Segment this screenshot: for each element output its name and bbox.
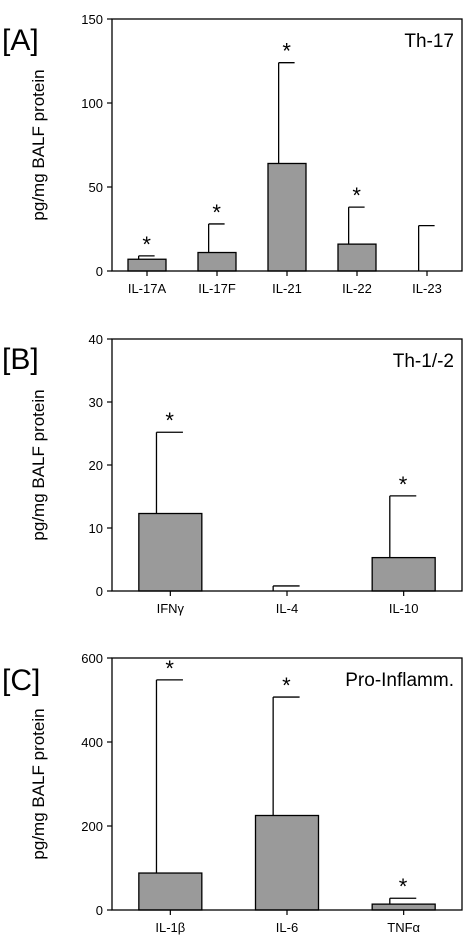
bar-IL-10	[371, 556, 436, 592]
y-tick-label-600: 600	[81, 651, 103, 666]
significance-star-IL-1β: *	[165, 656, 174, 681]
y-tick-label-20: 20	[89, 458, 103, 473]
x-tick-label-IL-17A: IL-17A	[128, 281, 167, 296]
y-tick-label-10: 10	[89, 521, 103, 536]
y-axis-label: pg/mg BALF protein	[29, 708, 48, 859]
bar-IL-1β	[138, 872, 203, 911]
significance-star-IL-21: *	[282, 39, 291, 64]
panel-label: [A]	[2, 24, 39, 57]
significance-star-IL-17A: *	[142, 232, 151, 257]
x-tick-label-IL-22: IL-22	[342, 281, 372, 296]
y-axis-label: pg/mg BALF protein	[29, 69, 48, 220]
chart-panel-1: [A] pg/mg BALF protein * IL-17A * IL-17F * IL-2…	[2, 12, 463, 296]
plot-frame	[111, 18, 463, 272]
x-tick-label-IFNγ: IFNγ	[157, 601, 185, 616]
significance-star-IL-6: *	[282, 673, 291, 698]
plot-frame	[111, 657, 463, 911]
y-tick-label-150: 150	[81, 12, 103, 27]
significance-star-IFNγ: *	[165, 408, 174, 433]
panel-label: [B]	[2, 343, 39, 376]
chart-panel-2: [B] pg/mg BALF protein * IFNγ IL-4 * IL-10 0 10 2…	[2, 332, 463, 616]
chart-title: Pro-Inflamm.	[345, 670, 454, 691]
chart-title: Th-1/-2	[393, 351, 454, 372]
y-axis-label: pg/mg BALF protein	[29, 389, 48, 540]
plot-frame	[111, 338, 463, 592]
x-tick-label-IL-21: IL-21	[272, 281, 302, 296]
significance-star-IL-22: *	[352, 183, 361, 208]
chart-panel-3: [C] pg/mg BALF protein * IL-1β * IL-6 * TNFα 0 20…	[2, 651, 463, 935]
bar-IL-17F	[197, 251, 237, 272]
y-tick-label-30: 30	[89, 395, 103, 410]
y-tick-label-400: 400	[81, 735, 103, 750]
y-tick-label-100: 100	[81, 96, 103, 111]
x-tick-label-IL-1β: IL-1β	[155, 920, 185, 935]
significance-star-IL-10: *	[399, 472, 408, 497]
y-tick-label-0: 0	[96, 264, 103, 279]
y-tick-label-40: 40	[89, 332, 103, 347]
x-tick-label-IL-4: IL-4	[276, 601, 298, 616]
bar-IL-21	[267, 162, 307, 272]
x-tick-label-IL-23: IL-23	[412, 281, 442, 296]
x-tick-label-IL-17F: IL-17F	[198, 281, 236, 296]
bar-IL-22	[337, 243, 377, 272]
x-tick-label-IL-10: IL-10	[389, 601, 419, 616]
significance-star-IL-17F: *	[212, 200, 221, 225]
bar-IL-6	[254, 814, 320, 911]
bar-IL-17A	[127, 258, 167, 272]
chart-title: Th-17	[404, 31, 454, 52]
y-tick-label-200: 200	[81, 819, 103, 834]
y-tick-label-0: 0	[96, 584, 103, 599]
bar-IFNγ	[138, 512, 203, 592]
panel-label: [C]	[2, 664, 40, 697]
significance-star-TNFα: *	[399, 874, 408, 899]
x-tick-label-TNFα: TNFα	[387, 920, 420, 935]
y-tick-label-0: 0	[96, 903, 103, 918]
y-tick-label-50: 50	[89, 180, 103, 195]
bar-TNFα	[371, 903, 436, 911]
x-tick-label-IL-6: IL-6	[276, 920, 298, 935]
